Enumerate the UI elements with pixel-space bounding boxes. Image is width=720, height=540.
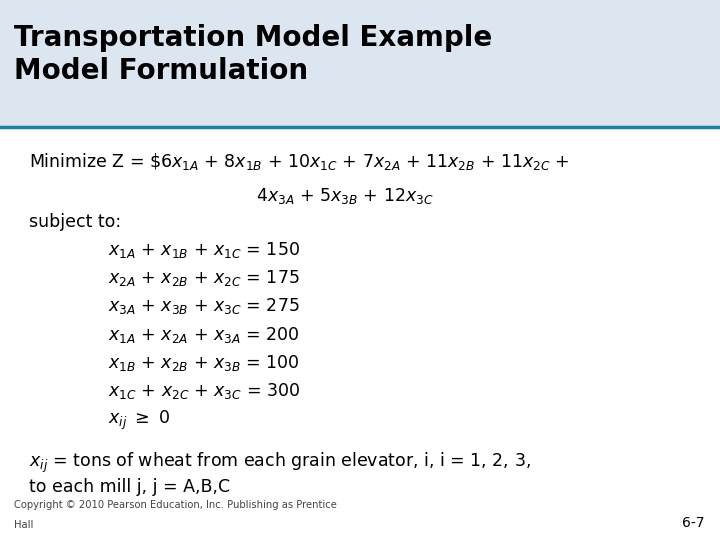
Text: $x_{1C}$ + $x_{2C}$ + $x_{3C}$ = 300: $x_{1C}$ + $x_{2C}$ + $x_{3C}$ = 300 [108, 381, 300, 401]
Text: $x_{ij}$ = tons of wheat from each grain elevator, i, i = 1, 2, 3,: $x_{ij}$ = tons of wheat from each grain… [29, 450, 531, 475]
Text: $4x_{3A}$ + $5x_{3B}$ + $12x_{3C}$: $4x_{3A}$ + $5x_{3B}$ + $12x_{3C}$ [256, 186, 433, 206]
Text: Copyright © 2010 Pearson Education, Inc. Publishing as Prentice: Copyright © 2010 Pearson Education, Inc.… [14, 500, 337, 510]
Text: subject to:: subject to: [29, 213, 121, 231]
Text: 6-7: 6-7 [682, 516, 704, 530]
Text: to each mill j, j = A,B,C: to each mill j, j = A,B,C [29, 478, 230, 496]
Text: $x_{1A}$ + $x_{2A}$ + $x_{3A}$ = 200: $x_{1A}$ + $x_{2A}$ + $x_{3A}$ = 200 [108, 325, 300, 345]
Text: Hall: Hall [14, 520, 34, 530]
Text: $x_{1B}$ + $x_{2B}$ + $x_{3B}$ = 100: $x_{1B}$ + $x_{2B}$ + $x_{3B}$ = 100 [108, 353, 300, 373]
Text: Minimize Z = $\$6x_{1A}$ + $8x_{1B}$ + $10x_{1C}$ + $7x_{2A}$ + $11x_{2B}$ + $11: Minimize Z = $\$6x_{1A}$ + $8x_{1B}$ + $… [29, 151, 570, 172]
Text: $x_{ij}$ $\geq$ 0: $x_{ij}$ $\geq$ 0 [108, 409, 170, 432]
Text: $x_{3A}$ + $x_{3B}$ + $x_{3C}$ = 275: $x_{3A}$ + $x_{3B}$ + $x_{3C}$ = 275 [108, 296, 300, 316]
Text: Transportation Model Example: Transportation Model Example [14, 24, 492, 52]
Text: $x_{1A}$ + $x_{1B}$ + $x_{1C}$ = 150: $x_{1A}$ + $x_{1B}$ + $x_{1C}$ = 150 [108, 240, 300, 260]
Text: $x_{2A}$ + $x_{2B}$ + $x_{2C}$ = 175: $x_{2A}$ + $x_{2B}$ + $x_{2C}$ = 175 [108, 268, 300, 288]
Text: Model Formulation: Model Formulation [14, 57, 309, 85]
